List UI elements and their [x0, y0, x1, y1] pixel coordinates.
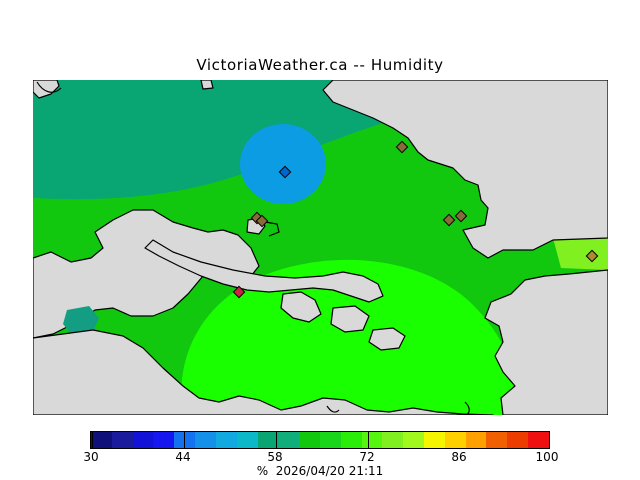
colorbar-tick-44: 44 [175, 450, 191, 464]
station-marker-4[interactable] [255, 214, 269, 228]
colorbar-tick-100: 100 [535, 450, 559, 464]
colorbar-swatch-14 [382, 432, 404, 448]
land-top-notch [200, 80, 214, 90]
colorbar-swatch-19 [486, 432, 508, 448]
coastline-bottom-mark-2 [464, 401, 470, 415]
colorbar-swatch-13 [361, 432, 383, 448]
colorbar-swatch-10 [299, 432, 320, 448]
colorbar-container [90, 431, 550, 449]
land-bottom-band [33, 329, 494, 415]
land-upper-right [322, 80, 608, 259]
land-lower-right [484, 269, 608, 415]
colorbar-swatch-3 [153, 432, 175, 448]
region-teal-inlet [63, 306, 99, 336]
inlet-south-3 [368, 327, 406, 351]
colorbar-swatch-2 [132, 432, 154, 448]
coastline-upper-left-arc [36, 81, 62, 93]
land-lower-left [33, 209, 260, 339]
colorbar-swatch-5 [195, 432, 216, 448]
page-title: VictoriaWeather.ca -- Humidity [196, 56, 444, 74]
colorbar-tick-58: 58 [267, 450, 283, 464]
coastlines [36, 81, 470, 415]
colorbar-swatch-21 [528, 432, 549, 448]
colorbar-caption: % 2026/04/20 21:11 [256, 464, 384, 478]
region-blue-pocket [240, 124, 326, 204]
colorbar-swatch-11 [319, 432, 341, 448]
station-markers[interactable] [232, 140, 599, 299]
inlet-south-2 [330, 305, 370, 333]
colorbar-divider-3 [368, 431, 369, 449]
station-marker-1[interactable] [278, 165, 292, 179]
coastline-small-bay [264, 221, 280, 237]
colorbar-swatch-7 [236, 432, 258, 448]
region-bright-green [181, 259, 520, 415]
station-marker-7[interactable] [232, 285, 246, 299]
colorbar-tick-86: 86 [451, 450, 467, 464]
colorbar-tick-labels: 30 44 58 72 86 100 [0, 450, 640, 464]
colorbar-swatch-9 [278, 432, 300, 448]
colorbar-divider-2 [276, 431, 277, 449]
colorbar-tick-30: 30 [83, 450, 99, 464]
colorbar-swatch-16 [424, 432, 445, 448]
station-marker-5[interactable] [442, 213, 456, 227]
inlet-south-1 [280, 291, 322, 323]
map-canvas [33, 80, 608, 415]
colorbar-tick-72: 72 [359, 450, 375, 464]
region-teal-band [33, 80, 608, 200]
colorbar [90, 431, 550, 449]
colorbar-swatch-8 [257, 432, 279, 448]
colorbar-swatch-6 [215, 432, 237, 448]
colorbar-divider-0 [92, 431, 93, 449]
colorbar-swatch-18 [465, 432, 487, 448]
strait-channel [144, 239, 384, 303]
land-upper-left-bay [33, 80, 60, 99]
humidity-map [33, 80, 608, 415]
colorbar-swatch-17 [444, 432, 466, 448]
station-marker-8[interactable] [585, 249, 599, 263]
station-marker-2[interactable] [395, 140, 409, 154]
colorbar-divider-1 [184, 431, 185, 449]
colorbar-swatch-20 [507, 432, 529, 448]
station-marker-6[interactable] [454, 209, 468, 223]
colorbar-swatch-15 [403, 432, 424, 448]
land-masks [33, 80, 608, 415]
colorbar-swatch-0 [91, 432, 112, 448]
colorbar-swatch-1 [111, 432, 133, 448]
colorbar-swatch-12 [340, 432, 362, 448]
coastline-bottom-mark-1 [326, 405, 340, 413]
